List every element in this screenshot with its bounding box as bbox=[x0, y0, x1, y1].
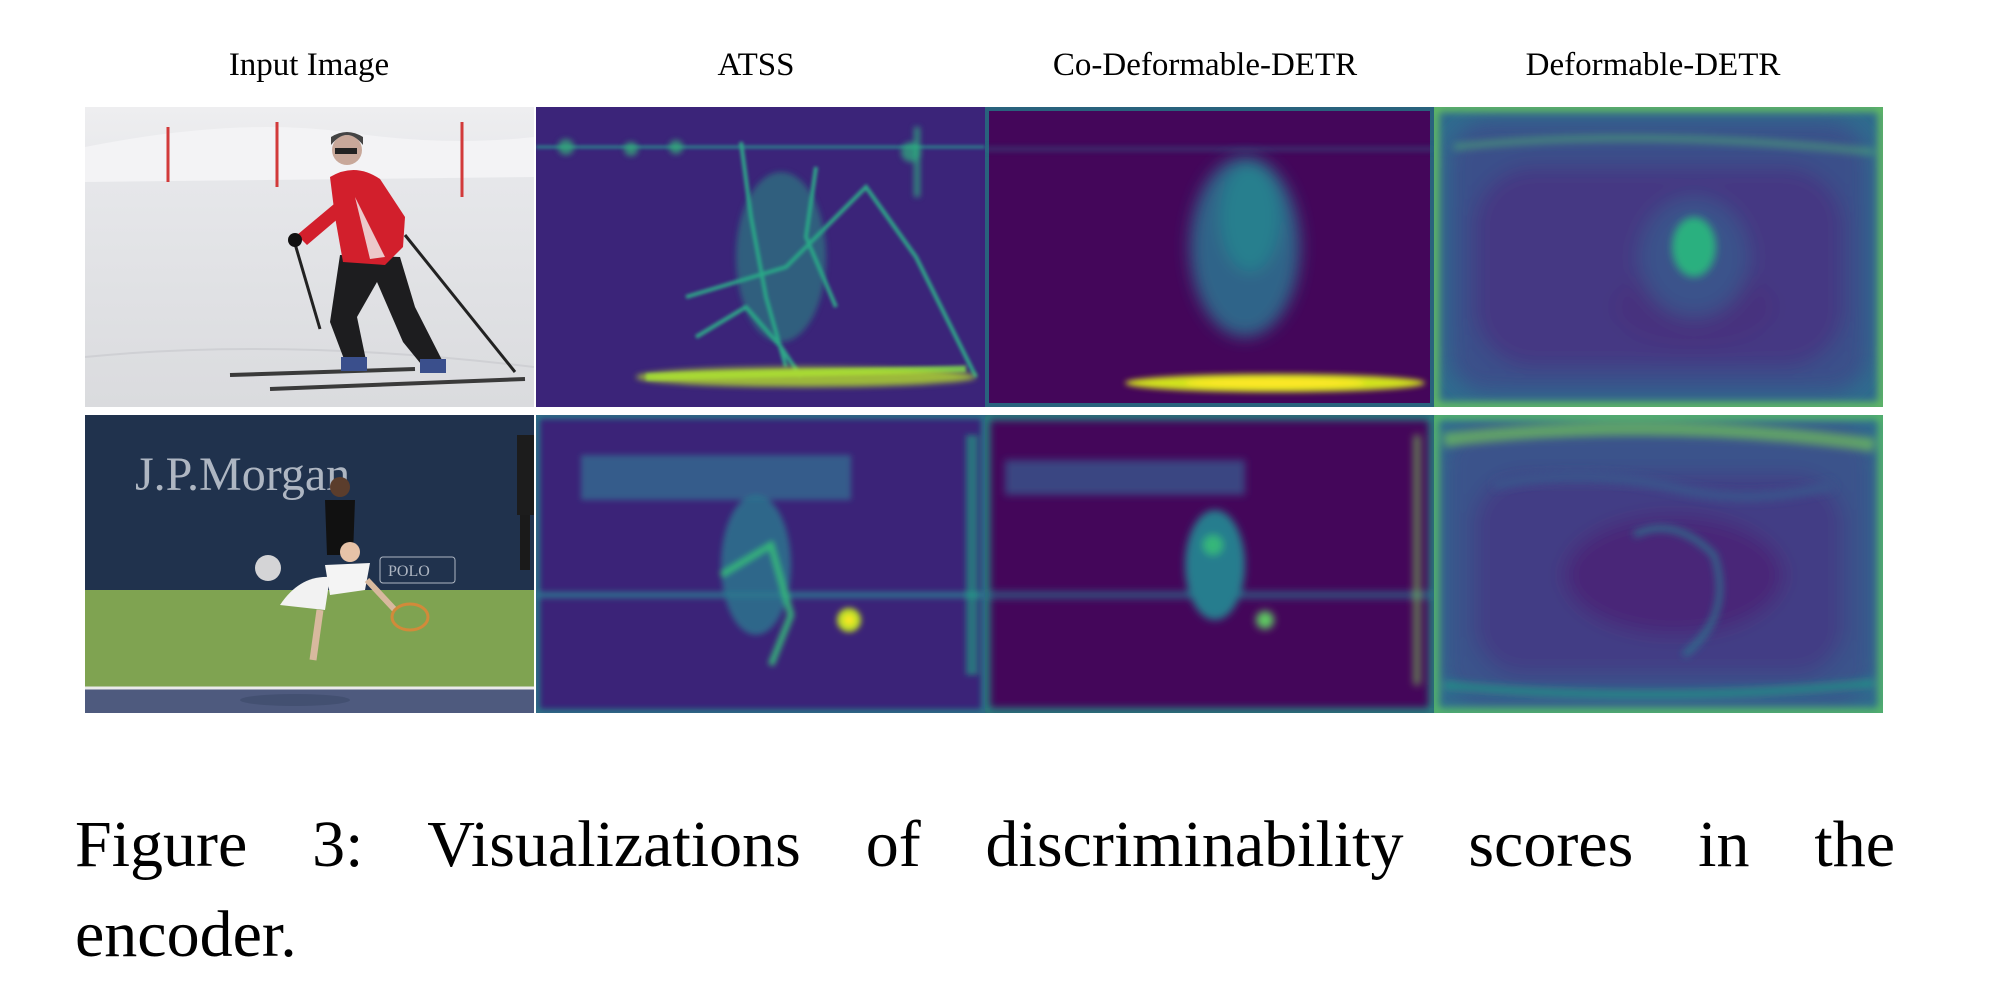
heatmap-co-deformable-detr-tennis bbox=[985, 415, 1434, 713]
jp-morgan-logo-text: J.P.Morgan bbox=[135, 448, 350, 501]
column-headers: Input Image ATSS Co-Deformable-DETR Defo… bbox=[0, 45, 2000, 85]
figure-caption: Figure 3: Visualizations of discriminabi… bbox=[75, 800, 1895, 980]
input-image-tennis: J.P.Morgan POLO bbox=[85, 415, 534, 713]
column-header-atss: ATSS bbox=[717, 47, 795, 83]
heatmap-deformable-detr-skier bbox=[1434, 107, 1883, 407]
heatmap-co-deformable-detr-skier bbox=[985, 107, 1434, 407]
polo-banner-text: POLO bbox=[388, 563, 430, 580]
caption-line-1: Figure 3: Visualizations of discriminabi… bbox=[75, 808, 1895, 881]
column-header-co-deformable-detr: Co-Deformable-DETR bbox=[1052, 47, 1358, 83]
heatmap-atss-skier bbox=[536, 107, 985, 407]
heatmap-deformable-detr-tennis bbox=[1434, 415, 1883, 713]
column-header-deformable-detr: Deformable-DETR bbox=[1525, 47, 1781, 83]
column-header-input-image: Input Image bbox=[228, 47, 390, 83]
heatmap-atss-tennis bbox=[536, 415, 985, 713]
caption-line-2: encoder. bbox=[75, 898, 297, 971]
input-image-skier bbox=[85, 107, 534, 407]
